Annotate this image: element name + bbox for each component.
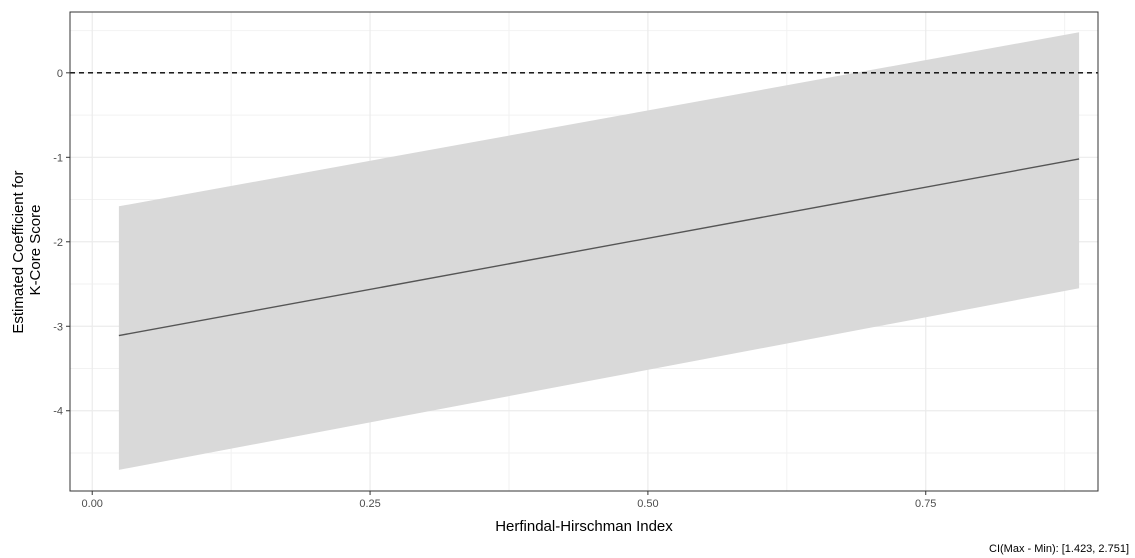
y-tick-label: 0	[57, 68, 63, 80]
x-tick-label: 0.00	[82, 498, 103, 510]
y-tick-label: -3	[53, 321, 63, 333]
y-axis-title-line-1: Estimated Coefficient for	[10, 171, 27, 334]
y-axis: 0 -1 -2 -3 -4	[53, 68, 70, 418]
x-tick-label: 0.50	[637, 498, 658, 510]
y-tick-label: -2	[53, 237, 63, 249]
y-axis-title: Estimated Coefficient for K-Core Score	[10, 166, 44, 333]
y-axis-title-line-2: K-Core Score	[27, 205, 44, 296]
ci-caption: CI(Max - Min): [1.423, 2.751]	[989, 543, 1129, 555]
confidence-band	[118, 32, 1080, 470]
x-axis-title: Herfindal-Hirschman Index	[495, 518, 673, 535]
x-tick-label: 0.25	[359, 498, 380, 510]
plot-border	[69, 11, 1099, 492]
x-axis: 0.00 0.25 0.50 0.75	[82, 491, 936, 510]
estimate-line	[118, 158, 1080, 337]
y-tick-label: -4	[53, 406, 63, 418]
y-tick-label: -1	[53, 152, 63, 164]
x-tick-label: 0.75	[915, 498, 936, 510]
